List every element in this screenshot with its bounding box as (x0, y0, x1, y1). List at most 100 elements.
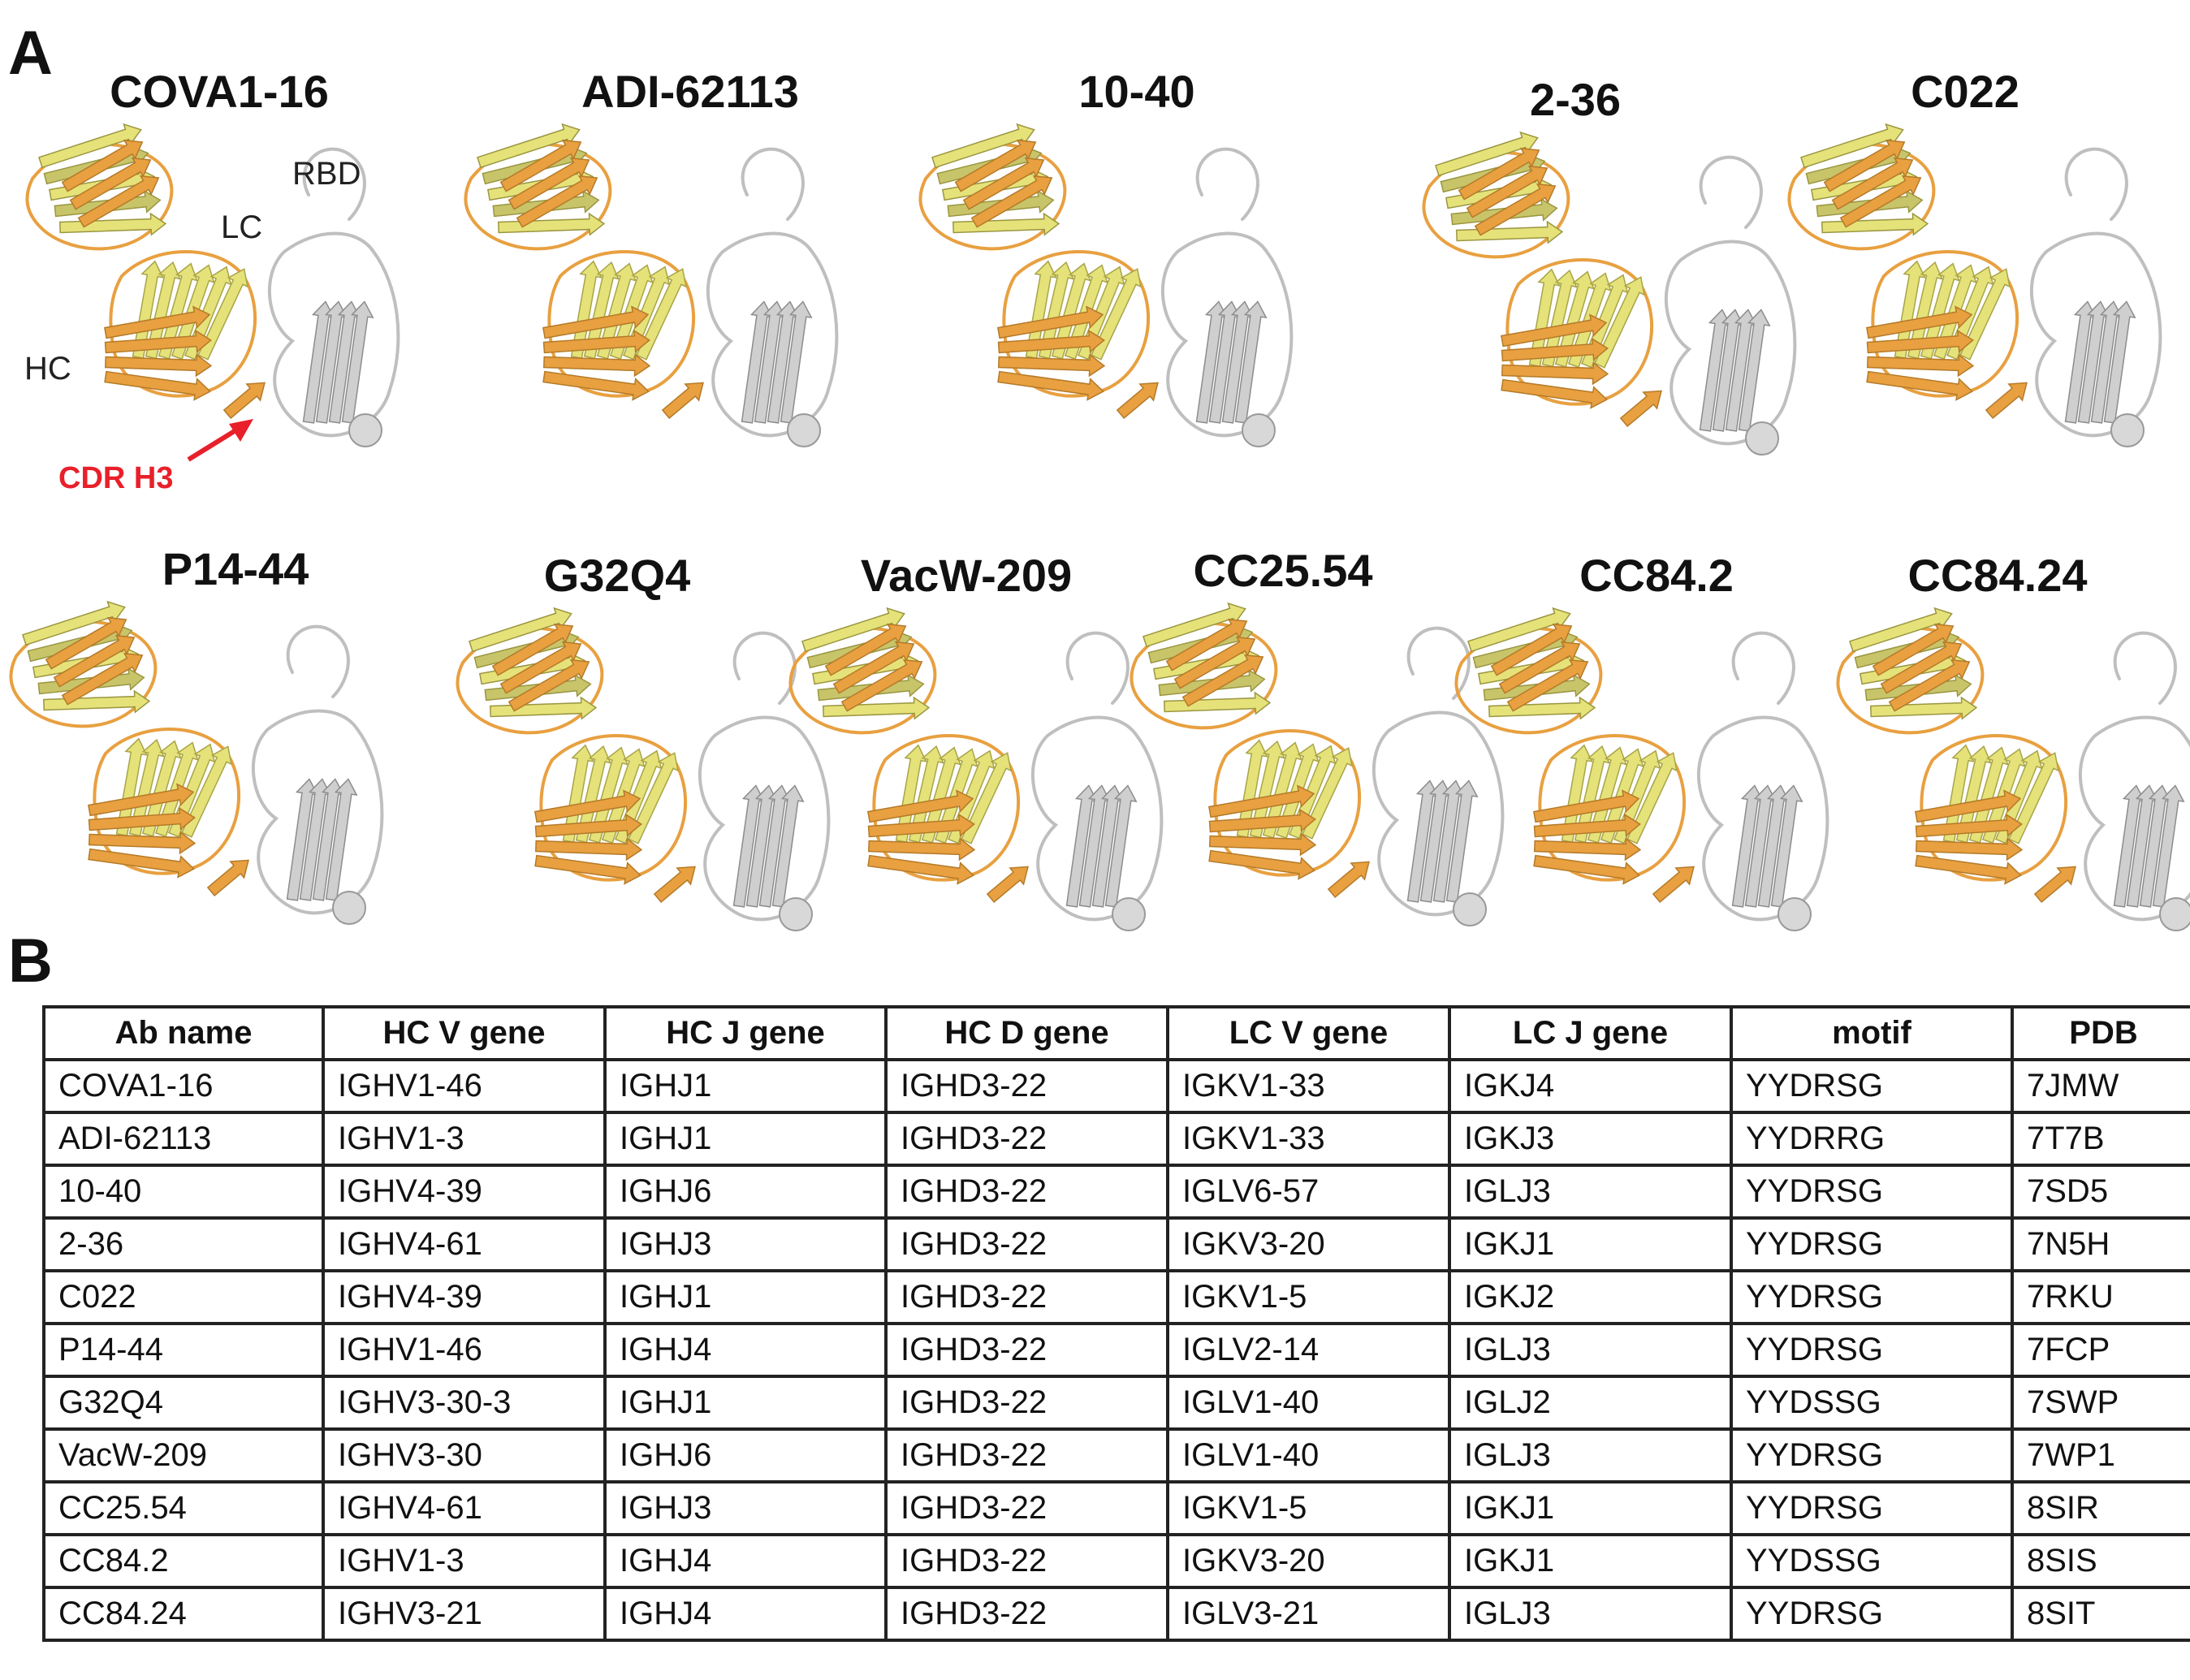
table-cell: IGKJ2 (1448, 1269, 1733, 1325)
table-cell: 7RKU (2011, 1269, 2190, 1325)
table-cell: IGHV4-39 (322, 1269, 607, 1325)
antibody-table: Ab name HC V gene HC J gene HC D gene LC V g… (42, 1005, 2190, 1642)
lc-label: LC (221, 209, 263, 245)
column-header: Ab name (42, 1005, 325, 1061)
column-header: LC V gene (1166, 1005, 1451, 1061)
table-cell: YYDRSG (1730, 1586, 2014, 1642)
table-cell: IGHV3-30-3 (322, 1375, 607, 1431)
table-row: CC84.2 IGHV1-3 IGHJ4 IGHD3-22 IGKV3-20 IGKJ1 Y… (42, 1533, 2190, 1589)
ribbon-diagram (1130, 602, 1505, 926)
antibody-structure: CC25.54 (1121, 544, 1527, 950)
table-cell: IGHD3-22 (884, 1164, 1169, 1220)
table-cell: IGHD3-22 (884, 1533, 1169, 1589)
table-cell: IGLJ3 (1448, 1586, 1733, 1642)
ribbon-diagram (788, 607, 1164, 931)
table-cell: ADI-62113 (42, 1111, 325, 1167)
antibody-name: 10-40 (1078, 66, 1195, 117)
column-header: PDB (2011, 1005, 2190, 1061)
table-cell: IGHD3-22 (884, 1269, 1169, 1325)
table-row: CC25.54 IGHV4-61 IGHJ3 IGHD3-22 IGKV1-5 IGKJ1… (42, 1480, 2190, 1536)
table-cell: IGLJ2 (1448, 1375, 1733, 1431)
table-cell: 8SIS (2011, 1533, 2190, 1589)
table-cell: IGHD3-22 (884, 1427, 1169, 1483)
antibody-name: CC84.2 (1579, 550, 1734, 601)
table-cell: IGKV1-33 (1166, 1058, 1451, 1114)
table-cell: YYDRSG (1730, 1164, 2014, 1220)
table-cell: IGHJ4 (603, 1322, 888, 1378)
table-cell: IGKV1-33 (1166, 1111, 1451, 1167)
table-cell: 7JMW (2011, 1058, 2190, 1114)
table-cell: YYDRSG (1730, 1427, 2014, 1483)
table-cell: IGKJ1 (1448, 1533, 1733, 1589)
table-cell: IGHJ1 (603, 1111, 888, 1167)
table-cell: IGHD3-22 (884, 1480, 1169, 1536)
ribbon-diagram (25, 123, 400, 447)
table-row: ADI-62113 IGHV1-3 IGHJ1 IGHD3-22 IGKV1-33 IGK… (42, 1111, 2190, 1167)
table-cell: IGKJ3 (1448, 1111, 1733, 1167)
column-header: HC J gene (603, 1005, 888, 1061)
table-cell: 7T7B (2011, 1111, 2190, 1167)
antibody-structure: CC84.2 (1445, 549, 1851, 955)
table-cell: IGLV6-57 (1166, 1164, 1451, 1220)
ribbon-diagram (918, 123, 1294, 447)
table-cell: IGHV4-39 (322, 1164, 607, 1220)
table-cell: IGKV1-5 (1166, 1269, 1451, 1325)
antibody-name: VacW-209 (860, 550, 1073, 601)
table-row: G32Q4 IGHV3-30-3 IGHJ1 IGHD3-22 IGLV1-40 IGLJ… (42, 1375, 2190, 1431)
table-cell: YYDRSG (1730, 1322, 2014, 1378)
rbd-label: RBD (292, 156, 361, 192)
antibody-structure: C022 (1778, 65, 2184, 471)
table-cell: IGHJ3 (603, 1216, 888, 1272)
table-cell: IGHJ1 (603, 1269, 888, 1325)
table-cell: IGKJ1 (1448, 1216, 1733, 1272)
table-cell: IGHV4-61 (322, 1216, 607, 1272)
table-cell: IGHD3-22 (884, 1216, 1169, 1272)
table-row: C022 IGHV4-39 IGHJ1 IGHD3-22 IGKV1-5 IGKJ2 YYD… (42, 1269, 2190, 1325)
table-row: 2-36 IGHV4-61 IGHJ3 IGHD3-22 IGKV3-20 IGKJ1 YY… (42, 1216, 2190, 1272)
antibody-structure: P14-44 (0, 542, 406, 948)
table-cell: C022 (42, 1269, 325, 1325)
table-cell: IGKV1-5 (1166, 1480, 1451, 1536)
table-cell: YYDSSG (1730, 1533, 2014, 1589)
table-cell: IGHJ4 (603, 1533, 888, 1589)
column-header: LC J gene (1448, 1005, 1733, 1061)
table-header-row: Ab name HC V gene HC J gene HC D gene LC V g… (42, 1005, 2190, 1061)
antibody-structure: G32Q4 (447, 549, 853, 955)
ribbon-diagram (1454, 607, 1829, 931)
table-cell: CC84.24 (42, 1586, 325, 1642)
table-cell: 8SIT (2011, 1586, 2190, 1642)
table-cell: IGHV1-3 (322, 1111, 607, 1167)
table-cell: 7SWP (2011, 1375, 2190, 1431)
antibody-structure: CC84.24 (1827, 549, 2190, 955)
antibody-name: P14-44 (162, 543, 309, 594)
table-cell: G32Q4 (42, 1375, 325, 1431)
antibody-structure: COVA1-16 (16, 65, 422, 471)
antibody-structure: 2-36 (1413, 73, 1819, 479)
antibody-name: CC84.24 (1907, 550, 2088, 601)
ribbon-diagram (456, 607, 831, 931)
table-cell: IGHV1-46 (322, 1058, 607, 1114)
table-cell: IGHV4-61 (322, 1480, 607, 1536)
table-cell: IGHD3-22 (884, 1058, 1169, 1114)
antibody-name: C022 (1911, 66, 2019, 117)
table-cell: IGHV3-21 (322, 1586, 607, 1642)
table-cell: IGHJ1 (603, 1058, 888, 1114)
table-cell: IGLJ3 (1448, 1427, 1733, 1483)
table-cell: YYDRSG (1730, 1269, 2014, 1325)
table-cell: CC25.54 (42, 1480, 325, 1536)
antibody-name: COVA1-16 (110, 66, 329, 117)
table-cell: IGLV1-40 (1166, 1375, 1451, 1431)
table-cell: IGHJ1 (603, 1375, 888, 1431)
table-row: CC84.24 IGHV3-21 IGHJ4 IGHD3-22 IGLV3-21 IGLJ… (42, 1586, 2190, 1642)
table-cell: IGHV3-30 (322, 1427, 607, 1483)
table-row: VacW-209 IGHV3-30 IGHJ6 IGHD3-22 IGLV1-40 IGL… (42, 1427, 2190, 1483)
ribbon-diagram (1787, 123, 2162, 447)
ribbon-diagram (9, 600, 384, 925)
antibody-structure: VacW-209 (780, 549, 1186, 955)
antibody-name: ADI-62113 (581, 66, 799, 117)
table-cell: IGKJ1 (1448, 1480, 1733, 1536)
antibody-name: CC25.54 (1193, 545, 1373, 596)
table-cell: IGLV2-14 (1166, 1322, 1451, 1378)
table-cell: 7FCP (2011, 1322, 2190, 1378)
table-cell: 7WP1 (2011, 1427, 2190, 1483)
